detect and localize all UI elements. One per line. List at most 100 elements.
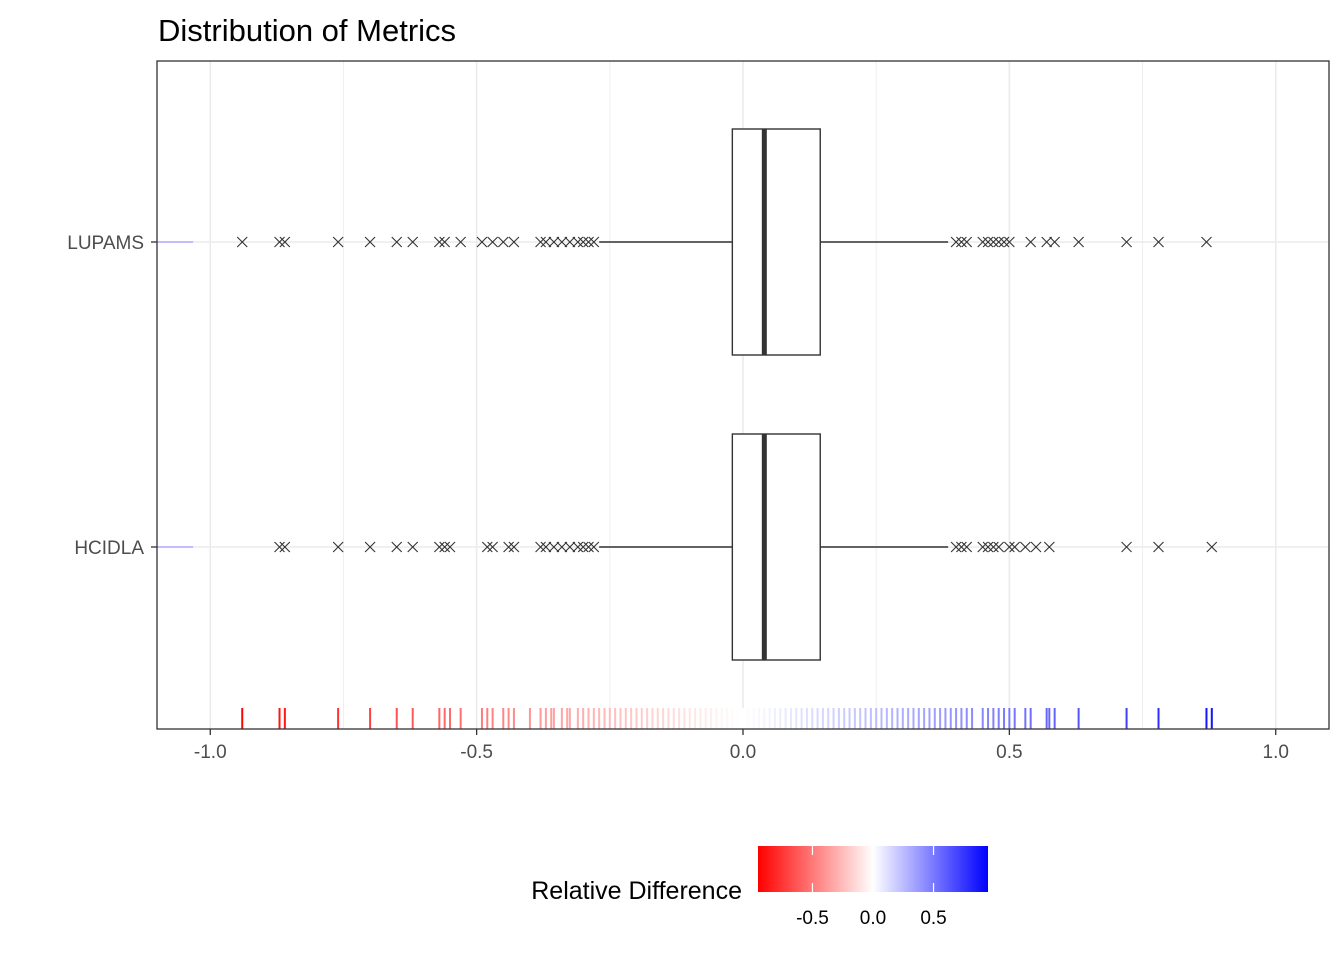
outlier-point	[1003, 236, 1015, 248]
y-tick-label: HCIDLA	[74, 538, 144, 559]
outlier-point	[1003, 541, 1015, 553]
outlier-point	[572, 236, 584, 248]
outlier-point	[982, 541, 994, 553]
outlier-point	[950, 541, 962, 553]
box-hcidla	[599, 433, 949, 661]
outlier-point	[961, 236, 973, 248]
legend: Relative Difference -0.5 0.0 0.5	[531, 846, 988, 929]
outlier-point	[1049, 236, 1061, 248]
chart-title: Distribution of Metrics	[158, 13, 456, 48]
x-tick-label: -0.5	[460, 742, 493, 763]
outlier-points	[236, 236, 1218, 553]
outlier-point	[364, 541, 376, 553]
box-series	[599, 128, 949, 661]
box-lupams	[599, 128, 949, 356]
outlier-point	[535, 541, 546, 553]
outlier-point	[556, 236, 568, 248]
outlier-point	[1019, 541, 1031, 553]
outlier-point	[583, 541, 594, 553]
outlier-point	[977, 236, 989, 248]
legend-tick-label: 0.0	[860, 908, 886, 929]
outlier-point	[987, 541, 999, 553]
outlier-point	[577, 236, 589, 248]
outlier-point	[977, 541, 989, 553]
box-iqr	[731, 128, 821, 356]
outlier-point	[481, 541, 493, 553]
outlier-point	[564, 236, 576, 248]
outlier-point	[407, 541, 419, 553]
outlier-point	[1030, 541, 1042, 553]
x-axis: -1.0 -0.5 0.0 0.5 1.0	[194, 729, 1289, 763]
outlier-point	[487, 541, 499, 553]
outlier-point	[588, 541, 600, 553]
outlier-point	[998, 236, 1010, 248]
outlier-point	[439, 236, 451, 248]
outlier-point	[961, 541, 973, 553]
outlier-point	[391, 236, 403, 248]
outlier-point	[556, 541, 568, 553]
x-tick-label: 0.0	[730, 742, 756, 763]
outlier-point	[236, 236, 248, 248]
outlier-point	[577, 541, 589, 553]
outlier-point	[956, 236, 967, 248]
outlier-point	[487, 236, 499, 248]
y-tick-label: LUPAMS	[67, 233, 144, 254]
outlier-point	[433, 541, 445, 553]
rug-marks	[157, 241, 1213, 729]
outlier-point	[588, 236, 600, 248]
x-tick-label: 0.5	[996, 742, 1022, 763]
outlier-point	[993, 236, 1005, 248]
outlier-point	[548, 541, 560, 553]
outlier-point	[950, 236, 962, 248]
outlier-point	[1073, 236, 1085, 248]
outlier-point	[332, 541, 344, 553]
outlier-point	[956, 541, 967, 553]
outlier-point	[1009, 541, 1021, 553]
outlier-point	[982, 236, 994, 248]
outlier-point	[1121, 541, 1132, 553]
outlier-point	[583, 236, 594, 248]
outlier-point	[1043, 541, 1055, 553]
box-iqr	[731, 433, 821, 661]
outlier-point	[332, 236, 344, 248]
outlier-point	[1153, 236, 1164, 248]
outlier-point	[274, 236, 285, 248]
outlier-point	[1153, 541, 1164, 553]
outlier-point	[572, 541, 584, 553]
outlier-point	[1041, 236, 1053, 248]
outlier-point	[540, 236, 552, 248]
outlier-point	[439, 541, 451, 553]
outlier-point	[1025, 236, 1037, 248]
legend-tick-label: 0.5	[920, 908, 946, 929]
outlier-point	[503, 541, 514, 553]
outlier-point	[433, 236, 445, 248]
x-tick-label: -1.0	[194, 742, 227, 763]
outlier-point	[993, 541, 1005, 553]
outlier-point	[548, 236, 560, 248]
outlier-point	[540, 541, 552, 553]
outlier-point	[987, 236, 999, 248]
outlier-point	[391, 541, 403, 553]
outlier-point	[279, 236, 291, 248]
legend-tick-label: -0.5	[796, 908, 829, 929]
outlier-point	[364, 236, 376, 248]
outlier-point	[535, 236, 546, 248]
outlier-point	[1206, 541, 1218, 553]
outlier-point	[476, 236, 488, 248]
outlier-point	[564, 541, 576, 553]
outlier-point	[508, 541, 520, 553]
legend-title: Relative Difference	[531, 877, 742, 905]
outlier-point	[497, 236, 509, 248]
outlier-point	[508, 236, 520, 248]
x-tick-label: 1.0	[1263, 742, 1289, 763]
legend-ticks: -0.5 0.0 0.5	[796, 846, 947, 929]
outlier-point	[455, 236, 467, 248]
outlier-point	[279, 541, 291, 553]
outlier-point	[407, 236, 419, 248]
outlier-point	[444, 541, 456, 553]
outlier-point	[274, 541, 285, 553]
outlier-point	[1201, 236, 1212, 248]
y-axis: LUPAMS HCIDLA	[67, 233, 157, 559]
outlier-point	[1121, 236, 1132, 248]
